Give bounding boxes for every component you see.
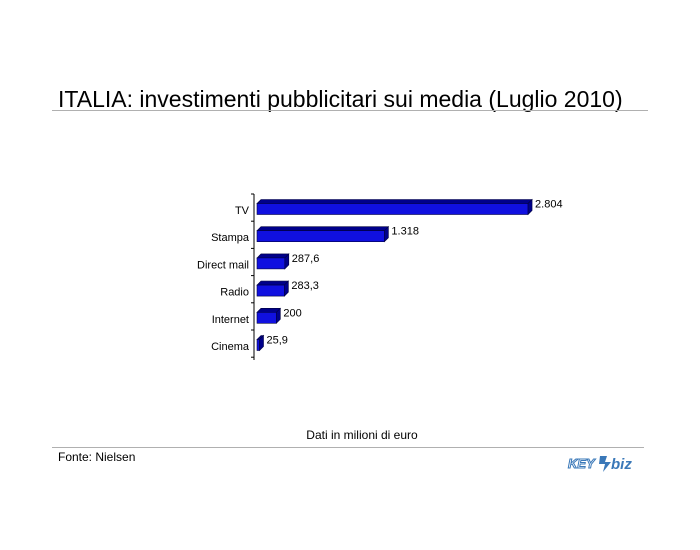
footer-divider — [52, 447, 644, 448]
category-label: Radio — [220, 287, 249, 299]
bar-top-face — [256, 199, 533, 204]
title-divider — [52, 110, 648, 111]
bar-end-face — [276, 307, 281, 325]
unit-note: Dati in milioni di euro — [306, 428, 418, 442]
data-label: 200 — [283, 307, 301, 319]
data-label: 287,6 — [292, 253, 320, 265]
bar-end-face — [527, 198, 533, 216]
category-label: Direct mail — [197, 259, 249, 271]
bar — [256, 339, 260, 351]
bar-top-face — [256, 253, 290, 259]
data-label: 2.804 — [535, 199, 563, 211]
bar — [256, 203, 529, 215]
bar-end-face — [284, 253, 290, 270]
bar-end-face — [259, 334, 264, 352]
data-label: 1.318 — [391, 226, 419, 238]
bar — [256, 230, 385, 242]
category-label: Internet — [212, 314, 249, 326]
bar-end-face — [284, 280, 289, 297]
source-note: Fonte: Nielsen — [58, 450, 136, 464]
data-label: 283,3 — [291, 280, 319, 292]
logo-text-right: biz — [611, 456, 632, 473]
bar-end-face — [384, 225, 389, 243]
bar-top-face — [256, 226, 390, 231]
category-label: TV — [235, 205, 250, 217]
bar-top-face — [256, 280, 290, 286]
category-label: Stampa — [211, 232, 250, 244]
key4biz-logo-icon: KEY biz — [568, 456, 633, 474]
bar — [256, 284, 285, 297]
bar — [256, 311, 277, 324]
logo-text-left: KEY — [568, 456, 596, 471]
bar — [256, 257, 286, 270]
data-label: 25,9 — [267, 335, 288, 347]
chart-title: ITALIA: investimenti pubblicitari sui me… — [58, 86, 623, 112]
logo-mark-icon — [599, 456, 611, 472]
category-label: Cinema — [211, 341, 250, 353]
